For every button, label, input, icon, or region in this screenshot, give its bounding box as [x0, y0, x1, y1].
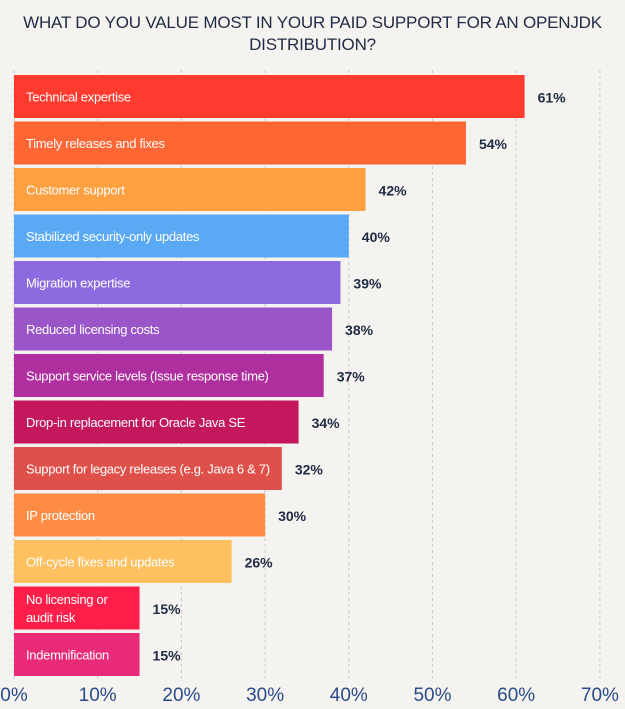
bar-category-label: IP protection — [26, 508, 95, 523]
bar-value-label: 38% — [345, 322, 374, 338]
bar — [14, 354, 324, 397]
bar-category-label: Reduced licensing costs — [26, 322, 160, 337]
bar-value-label: 15% — [153, 601, 182, 617]
bar-category-label: Timely releases and fixes — [26, 136, 165, 151]
bar-value-label: 30% — [278, 508, 307, 524]
bar — [14, 261, 341, 304]
bar-value-label: 15% — [153, 648, 182, 664]
bar-value-label: 32% — [295, 462, 324, 478]
bar-category-label: Technical expertise — [26, 90, 131, 105]
chart-title: WHAT DO YOU VALUE MOST IN YOUR PAID SUPP… — [0, 12, 625, 56]
bar — [14, 633, 140, 676]
bar-group: Support for legacy releases (e.g. Java 6… — [14, 447, 323, 490]
chart-title-line-1: WHAT DO YOU VALUE MOST IN YOUR PAID SUPP… — [23, 13, 602, 32]
bar-group: Reduced licensing costs 38% — [14, 307, 374, 351]
bar — [14, 307, 333, 351]
bar-group: Support service levels (Issue response t… — [14, 354, 365, 397]
bar — [14, 540, 232, 583]
bar — [14, 121, 466, 165]
bar-group: Timely releases and fixes 54% — [14, 121, 508, 165]
bar-group: No licensing or audit risk 15% — [14, 586, 182, 630]
bar-group: Technical expertise 61% — [14, 75, 566, 118]
bar — [14, 447, 282, 490]
bar — [14, 400, 299, 444]
bar-group: Customer support 42% — [14, 168, 407, 211]
x-tick-label: 50% — [413, 685, 451, 706]
x-tick-label: 30% — [246, 685, 284, 706]
x-tick-label: 40% — [330, 685, 368, 706]
bar-category-label: No licensing or — [26, 592, 108, 607]
bar-group: Off-cycle fixes and updates 26% — [14, 540, 273, 583]
bar — [14, 586, 140, 630]
bar-value-label: 61% — [538, 90, 567, 106]
bar-category-label: Drop-in replacement for Oracle Java SE — [26, 415, 246, 430]
bar-value-label: 37% — [337, 369, 366, 385]
bar-category-label: Customer support — [26, 183, 125, 198]
bar-group: Stabilized security-only updates 40% — [14, 214, 391, 258]
bar-value-label: 39% — [353, 276, 382, 292]
bar-value-label: 26% — [245, 555, 274, 571]
x-tick-label: 0% — [0, 685, 28, 706]
x-tick-label: 70% — [581, 685, 619, 706]
bar-category-label: Stabilized security-only updates — [26, 229, 200, 244]
bar — [14, 75, 525, 118]
bar-value-label: 34% — [312, 415, 341, 431]
bar-category-label: Migration expertise — [26, 276, 130, 291]
bar — [14, 168, 366, 211]
chart-title-line-2: DISTRIBUTION? — [249, 35, 376, 54]
bar — [14, 214, 349, 258]
bars: Technical expertise 61% Timely releases an… — [14, 75, 566, 676]
bar-value-label: 54% — [479, 136, 508, 152]
x-tick-label: 20% — [162, 685, 200, 706]
bar-group: Indemnification 15% — [14, 633, 181, 676]
bar-group: IP protection 30% — [14, 493, 307, 537]
bar — [14, 493, 266, 537]
bar-category-label: Off-cycle fixes and updates — [26, 555, 175, 570]
bar-category-label: Support for legacy releases (e.g. Java 6… — [26, 462, 270, 477]
bar-category-label: audit risk — [26, 610, 76, 625]
bar-category-label: Indemnification — [26, 648, 109, 663]
bar-value-label: 42% — [379, 183, 408, 199]
bar-category-label: Support service levels (Issue response t… — [26, 369, 269, 384]
x-axis-ticks: 0% 10% 20% 30% 40% 50% 60% 70% — [0, 685, 619, 706]
bar-group: Drop-in replacement for Oracle Java SE 34… — [14, 400, 341, 444]
x-tick-label: 60% — [497, 685, 535, 706]
bar-group: Migration expertise 39% — [14, 261, 382, 304]
x-tick-label: 10% — [79, 685, 117, 706]
bar-value-label: 40% — [362, 229, 391, 245]
